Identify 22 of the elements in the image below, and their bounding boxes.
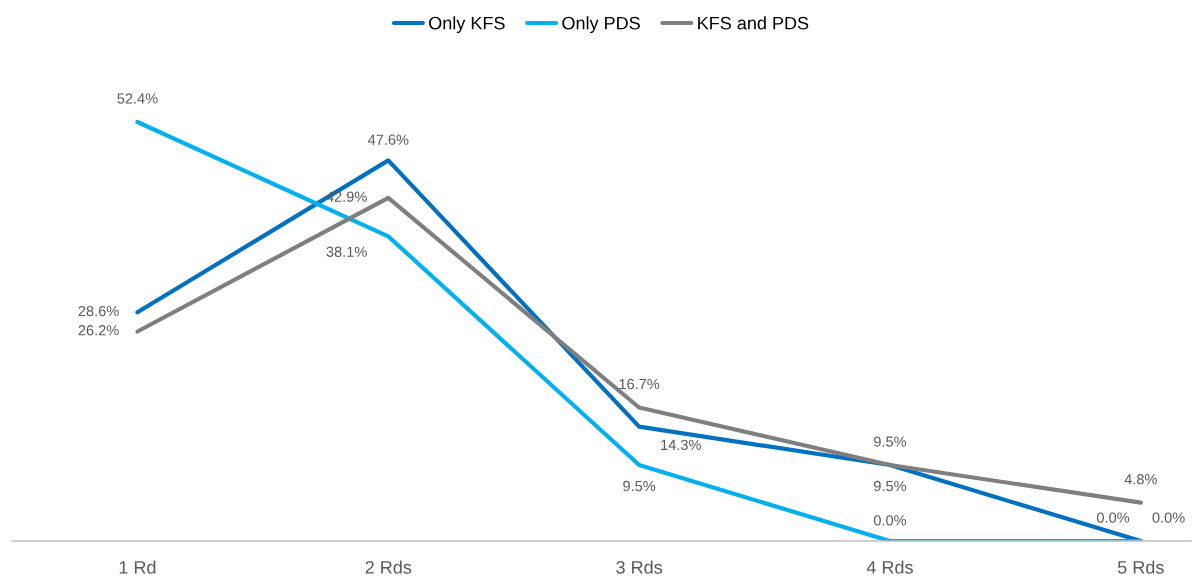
data-label: 9.5% bbox=[623, 480, 656, 492]
data-label: 9.5% bbox=[874, 436, 907, 447]
data-label: 9.5% bbox=[874, 480, 907, 492]
data-label: 4.8% bbox=[1124, 474, 1157, 485]
data-label: 0.0% bbox=[873, 515, 907, 526]
x-tick-label: 1 Rd bbox=[119, 560, 156, 574]
data-label: 0.0% bbox=[1096, 512, 1130, 523]
data-label: 38.1% bbox=[326, 246, 367, 257]
legend-label: KFS and PDS bbox=[698, 16, 809, 30]
x-tick-label: 3 Rds bbox=[616, 560, 663, 574]
x-tick-label: 5 Rds bbox=[1117, 560, 1164, 574]
legend-label: Only PDS bbox=[562, 16, 640, 34]
x-tick-label: 4 Rds bbox=[866, 560, 913, 574]
data-label: 14.3% bbox=[661, 439, 701, 451]
data-label: 47.6% bbox=[367, 134, 409, 145]
data-label: 28.6% bbox=[78, 305, 119, 317]
data-label: 0.0% bbox=[1152, 512, 1185, 523]
data-label: 16.7% bbox=[619, 378, 660, 390]
legend-label: Only KFS bbox=[429, 16, 505, 34]
data-label: 52.4% bbox=[117, 93, 158, 104]
data-label: 26.2% bbox=[78, 325, 119, 336]
x-tick-label: 2 Rds bbox=[365, 560, 412, 574]
